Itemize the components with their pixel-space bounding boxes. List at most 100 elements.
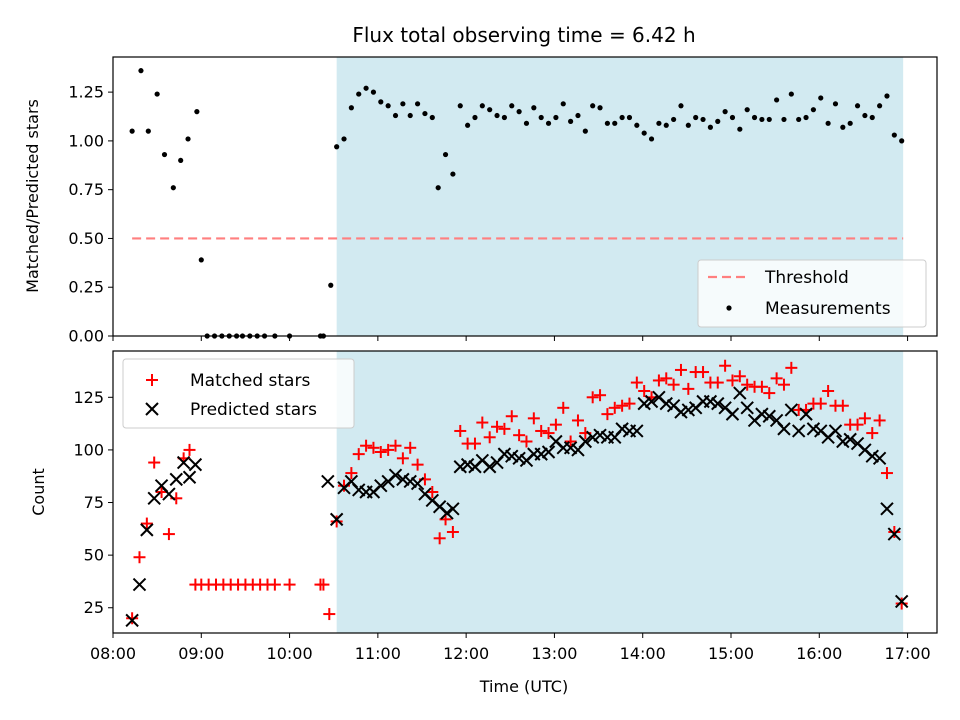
matched-star-point xyxy=(317,578,330,591)
bottom-y-ticks: 25 50 75 100 125 xyxy=(73,388,113,617)
matched-star-point xyxy=(623,397,636,410)
matched-star-point xyxy=(755,380,768,393)
matched-star-point xyxy=(483,431,496,444)
matched-star-point xyxy=(638,384,651,397)
measurement-point xyxy=(450,171,456,177)
measurement-point xyxy=(604,120,611,126)
predicted-star-point xyxy=(872,451,887,466)
matched-star-point xyxy=(183,443,196,456)
chart-title: Flux total observing time = 6.42 h xyxy=(352,23,695,47)
measurement-point xyxy=(619,114,625,121)
measurement-point xyxy=(737,126,743,132)
measurement-point xyxy=(818,95,824,101)
predicted-stars-points xyxy=(125,386,909,628)
x-tick-label: 12:00 xyxy=(443,644,489,663)
measurement-point xyxy=(862,112,868,119)
measurement-point xyxy=(356,91,362,97)
matched-star-point xyxy=(162,528,175,541)
measurement-point xyxy=(707,124,714,130)
x-tick-label: 16:00 xyxy=(796,644,842,663)
predicted-star-point xyxy=(453,460,467,474)
measurement-point xyxy=(700,116,706,123)
predicted-star-point xyxy=(799,407,813,421)
predicted-star-point xyxy=(403,474,417,489)
matched-star-point xyxy=(140,517,153,530)
matched-star-point xyxy=(682,382,695,395)
predicted-star-point xyxy=(188,457,203,472)
legend-predicted-swatch xyxy=(145,402,159,416)
y-tick-label: 1.25 xyxy=(68,83,104,102)
matched-star-point xyxy=(866,427,879,440)
matched-star-point xyxy=(323,608,336,621)
measurement-point xyxy=(129,128,135,134)
measurement-point xyxy=(422,110,428,117)
measurement-point xyxy=(487,107,493,113)
measurement-point xyxy=(803,114,809,121)
predicted-star-point xyxy=(440,506,454,520)
y-tick-label: 0.00 xyxy=(68,327,104,346)
measurement-point xyxy=(796,116,802,123)
measurement-point xyxy=(891,132,897,138)
matched-star-point xyxy=(411,458,424,471)
legend-matched-swatch xyxy=(146,374,158,386)
predicted-star-point xyxy=(176,455,191,470)
measurement-point xyxy=(509,103,515,109)
matched-star-point xyxy=(777,378,790,391)
measurement-point xyxy=(678,103,684,109)
measurement-point xyxy=(553,114,559,121)
matched-star-point xyxy=(726,374,739,387)
matched-star-point xyxy=(873,414,886,427)
measurement-point xyxy=(671,116,677,123)
matched-star-point xyxy=(520,435,533,448)
matched-star-point xyxy=(549,418,562,431)
top-panel: Flux total observing time = 6.42 h 0.000… xyxy=(23,23,938,346)
predicted-star-point xyxy=(740,401,754,415)
y-tick-label: 125 xyxy=(73,388,104,407)
measurement-point xyxy=(414,101,421,107)
matched-star-point xyxy=(785,361,798,374)
predicted-star-point xyxy=(806,422,821,436)
top-legend: Threshold Measurements xyxy=(697,259,927,328)
predicted-star-point xyxy=(777,422,791,436)
matched-star-point xyxy=(667,378,680,391)
predicted-star-point xyxy=(147,491,161,506)
matched-star-point xyxy=(851,418,864,431)
measurement-point xyxy=(457,103,463,109)
matched-star-point xyxy=(836,399,849,412)
legend-threshold-label: Threshold xyxy=(764,268,849,288)
measurement-point xyxy=(370,89,377,95)
matched-star-point xyxy=(888,525,901,538)
matched-star-point xyxy=(616,399,629,412)
measurement-point xyxy=(781,116,787,123)
predicted-star-point xyxy=(563,441,578,455)
measurement-point xyxy=(774,97,780,103)
measurement-point xyxy=(560,101,566,107)
measurement-point xyxy=(832,101,839,107)
measurement-point xyxy=(145,128,151,134)
measurement-points xyxy=(129,68,905,339)
measurement-point xyxy=(545,120,552,126)
measurement-point xyxy=(722,109,728,115)
top-x-ticks xyxy=(112,336,909,341)
predicted-star-point xyxy=(140,523,154,537)
measurement-point xyxy=(435,185,441,191)
predicted-star-point xyxy=(637,396,651,411)
measurement-point xyxy=(185,136,191,142)
predicted-star-point xyxy=(630,424,644,438)
measurement-point xyxy=(751,114,758,121)
measurement-point xyxy=(715,118,721,124)
y-tick-label: 75 xyxy=(84,493,104,512)
y-tick-label: 25 xyxy=(84,598,104,617)
matched-star-point xyxy=(822,384,835,397)
measurement-point xyxy=(400,101,406,107)
matched-star-point xyxy=(601,408,614,421)
matched-star-point xyxy=(268,578,281,591)
measurement-point xyxy=(348,105,354,111)
predicted-star-point xyxy=(828,424,843,438)
matched-star-point xyxy=(360,439,373,452)
predicted-star-point xyxy=(460,457,475,472)
predicted-star-point xyxy=(512,451,526,466)
measurement-point xyxy=(582,128,588,134)
predicted-star-point xyxy=(644,394,659,409)
